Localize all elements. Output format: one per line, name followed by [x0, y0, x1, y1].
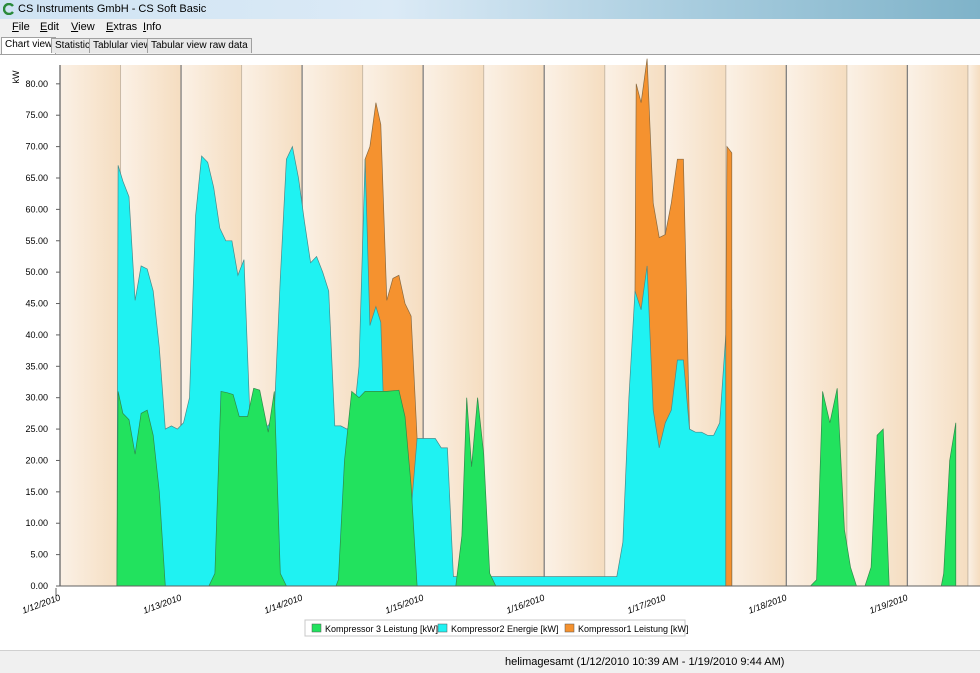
y-tick-label: 45.00 [25, 299, 48, 309]
y-tick-label: 35.00 [25, 361, 48, 371]
window-title: CS Instruments GmbH - CS Soft Basic [18, 3, 207, 15]
series-kompressor3-area [495, 388, 857, 587]
series-kompressor3-area [165, 387, 287, 587]
status-text: helimagesamt (1/12/2010 10:39 AM - 1/19/… [505, 656, 785, 668]
plot-band [60, 65, 121, 586]
legend-box [304, 619, 686, 637]
tab-chart-view[interactable]: Chart view [1, 37, 57, 54]
y-tick-label: 20.00 [25, 455, 48, 465]
view-tabs: Chart view Statistic Tablular view Tabul… [0, 37, 980, 55]
y-tick-label: 75.00 [25, 110, 48, 120]
app-logo-icon [3, 3, 14, 15]
tab-statistic[interactable]: Statistic [51, 38, 95, 53]
y-tick-label: 25.00 [25, 424, 48, 434]
x-tick-label: 1/15/2010 [384, 592, 425, 615]
x-tick-label: 1/12/2010 [21, 592, 62, 615]
plot-band [544, 65, 605, 586]
y-tick-label: 40.00 [25, 330, 48, 340]
x-tick-label: 1/18/2010 [747, 592, 788, 615]
y-tick-label: 80.00 [25, 79, 48, 89]
y-tick-label: 15.00 [25, 487, 48, 497]
title-bar: CS Instruments GmbH - CS Soft Basic [0, 0, 980, 19]
y-tick-label: 65.00 [25, 173, 48, 183]
y-tick-label: 60.00 [25, 204, 48, 214]
x-tick-label: 1/19/2010 [868, 592, 909, 615]
x-tick-label: 1/17/2010 [626, 592, 667, 615]
series-kompressor3-area [116, 391, 166, 587]
tab-tabular-view[interactable]: Tablular view [89, 38, 155, 53]
menu-info[interactable]: Info [143, 21, 162, 33]
menu-edit[interactable]: Edit [40, 21, 59, 33]
y-tick-label: 30.00 [25, 393, 48, 403]
legend-swatch [311, 623, 322, 633]
y-tick-label: 0.00 [30, 581, 48, 591]
x-tick-label: 1/16/2010 [505, 592, 546, 615]
tab-tabular-view-raw-data[interactable]: Tabular view raw data [147, 38, 252, 53]
legend-entry: Kompressor2 Energie [kW] [451, 624, 559, 634]
menu-file[interactable]: File [12, 21, 30, 33]
stacked-area-chart[interactable]: 0.00 5.00 10.00 15.00 20.00 25.00 30.00 35.00 40… [0, 55, 980, 650]
status-bar: helimagesamt (1/12/2010 10:39 AM - 1/19/… [0, 650, 980, 673]
x-tick-label: 1/13/2010 [142, 592, 183, 615]
y-tick-label: 55.00 [25, 236, 48, 246]
y-axis-label: kW [11, 70, 21, 84]
y-tick-label: 70.00 [25, 142, 48, 152]
plot-band [725, 65, 787, 586]
series-kompressor1-area [725, 145, 733, 587]
series-kompressor3-area [286, 389, 418, 587]
legend-entry: Kompressor 3 Leistung [kW] [325, 624, 438, 634]
y-tick-label: 10.00 [25, 518, 48, 528]
plot-band [967, 65, 980, 586]
x-tick-label: 1/14/2010 [263, 592, 304, 615]
menu-view[interactable]: View [71, 21, 95, 33]
plot-band [483, 65, 545, 586]
legend-swatch [437, 623, 448, 633]
chart-area[interactable]: 0.00 5.00 10.00 15.00 20.00 25.00 30.00 35.00 40… [0, 55, 980, 650]
y-tick-label: 50.00 [25, 267, 48, 277]
legend-entry: Kompressor1 Leistung [kW] [578, 624, 689, 634]
menu-extras[interactable]: Extras [106, 21, 138, 33]
plot-band [907, 65, 968, 586]
menu-bar: File Edit View Extras Info [0, 19, 980, 37]
series-kompressor3-area [417, 397, 497, 587]
legend-swatch [564, 623, 575, 633]
y-tick-label: 5.00 [30, 550, 48, 560]
